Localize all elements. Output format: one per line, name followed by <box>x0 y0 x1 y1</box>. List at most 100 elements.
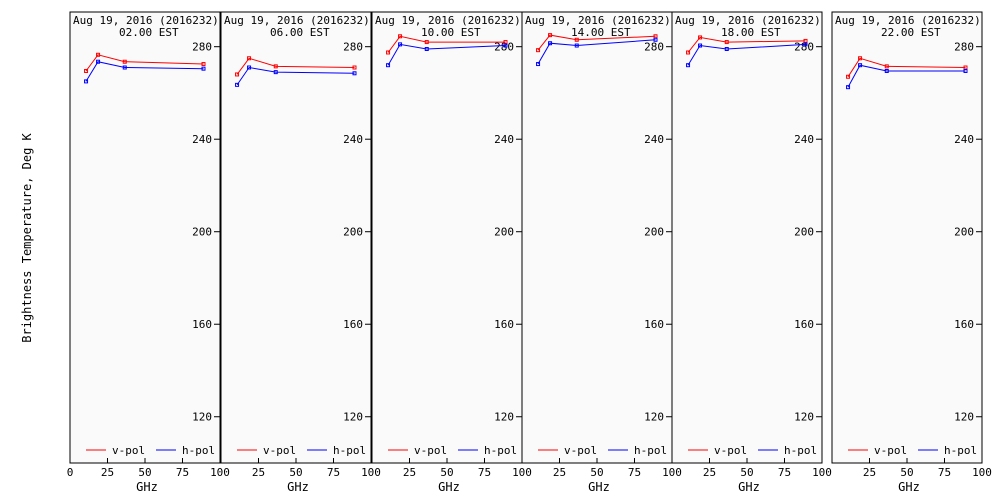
panel-1-v-pol-point-4 <box>201 62 206 67</box>
panel-2-h-pol-point-4 <box>352 71 357 76</box>
panel-2-v-pol-point-3 <box>273 64 278 69</box>
panel-4-legend-v-pol-label: v-pol <box>564 444 597 457</box>
panel-6-ytick-label-200: 200 <box>954 226 974 239</box>
panel-4-title: Aug 19, 2016 (2016232) <box>525 14 671 27</box>
panel-6-x-axis-label: GHz <box>898 480 920 494</box>
panel-1-xtick-label-100: 100 <box>210 466 230 479</box>
panel-2-ytick-label-280: 280 <box>343 41 363 54</box>
panel-4-h-pol-point-2 <box>548 41 553 46</box>
panel-1-xtick-label-25: 25 <box>101 466 114 479</box>
panel-1-v-pol-point-2 <box>96 52 101 57</box>
panel-3-xtick-label-25: 25 <box>403 466 416 479</box>
panel-2-h-pol-point-2 <box>247 65 252 70</box>
panel-1-title: Aug 19, 2016 (2016232) <box>73 14 219 27</box>
panel-5-h-pol-point-3 <box>724 47 729 52</box>
panel-4-ytick-label-120: 120 <box>644 411 664 424</box>
panel-2-v-pol-point-2 <box>247 56 252 61</box>
panel-2-v-pol-point-4 <box>352 65 357 70</box>
panel-3-ytick-label-120: 120 <box>494 411 514 424</box>
panel-3-h-pol-point-4 <box>503 43 508 48</box>
panel-1-h-pol-point-3 <box>122 65 127 70</box>
panel-6-legend-h-pol-label: h-pol <box>944 444 977 457</box>
panel-6-subtitle: 22.00 EST <box>881 26 941 39</box>
panel-2-ytick-label-160: 160 <box>343 318 363 331</box>
panel-4-ytick-label-280: 280 <box>644 41 664 54</box>
panel-1-v-pol-point-1 <box>84 68 89 73</box>
panel-6-v-pol-line <box>847 57 966 78</box>
panel-1-x-axis-label: GHz <box>136 480 158 494</box>
panel-4-xtick-label-100: 100 <box>662 466 682 479</box>
panel-3-legend-v-pol-label: v-pol <box>414 444 447 457</box>
panel-4-subtitle: 14.00 EST <box>571 26 631 39</box>
panel-3-v-pol-line <box>387 35 506 53</box>
panel-2-legend-v-pol-label: v-pol <box>263 444 296 457</box>
panel-1-h-pol-point-4 <box>201 66 206 71</box>
panel-6-h-pol-line <box>847 64 966 88</box>
panel-2-xtick-label-50: 50 <box>289 466 302 479</box>
panel-6-legend-v-pol-label: v-pol <box>874 444 907 457</box>
panel-4-ytick-label-160: 160 <box>644 318 664 331</box>
panel-5-subtitle: 18.00 EST <box>721 26 781 39</box>
panel-5-h-pol-point-4 <box>803 42 808 47</box>
panel-5-v-pol-point-3 <box>724 40 729 45</box>
panel-5-v-pol-point-2 <box>698 35 703 40</box>
panel-5-x-axis-label: GHz <box>738 480 760 494</box>
panel-4-xtick-label-50: 50 <box>590 466 603 479</box>
panel-3-v-pol-point-3 <box>424 40 429 45</box>
panel-5-v-pol-point-1 <box>686 50 691 55</box>
panel-4-h-pol-point-1 <box>536 62 541 67</box>
panel-4-ytick-label-240: 240 <box>644 133 664 146</box>
panel-1-xtick-label-75: 75 <box>176 466 189 479</box>
panel-6-v-pol-point-3 <box>884 64 889 69</box>
panel-5-title: Aug 19, 2016 (2016232) <box>675 14 821 27</box>
panel-5-xtick-label-100: 100 <box>812 466 832 479</box>
panel-5-h-pol-point-1 <box>686 63 691 68</box>
panel-2-h-pol-point-1 <box>235 82 240 87</box>
panel-4-v-pol-point-3 <box>574 37 579 42</box>
panel-2-ytick-label-120: 120 <box>343 411 363 424</box>
panel-6-h-pol-point-4 <box>963 68 968 73</box>
panel-4-x-axis-label: GHz <box>588 480 610 494</box>
panel-1-h-pol-line <box>85 61 204 82</box>
panel-1-h-pol-point-2 <box>96 59 101 64</box>
panel-5-h-pol-line <box>687 43 806 66</box>
panel-2-v-pol-line <box>236 57 355 75</box>
panel-6-ytick-label-280: 280 <box>954 41 974 54</box>
panel-6-xtick-label-50: 50 <box>900 466 913 479</box>
panel-3-v-pol-point-2 <box>398 34 403 39</box>
panel-1-xtick-label-0: 0 <box>67 466 74 479</box>
panel-2-subtitle: 06.00 EST <box>270 26 330 39</box>
panel-5-ytick-label-240: 240 <box>794 133 814 146</box>
panel-1-h-pol-point-1 <box>84 79 89 84</box>
panel-6-v-pol-point-2 <box>858 56 863 61</box>
panel-6-h-pol-point-1 <box>846 85 851 90</box>
panel-1-subtitle: 02.00 EST <box>119 26 179 39</box>
panel-1-legend-h-pol-label: h-pol <box>182 444 215 457</box>
panel-3-ytick-label-240: 240 <box>494 133 514 146</box>
panel-2-h-pol-line <box>236 66 355 86</box>
panel-2-h-pol-point-3 <box>273 70 278 75</box>
panel-6-frame <box>831 11 983 464</box>
panel-4-v-pol-point-2 <box>548 33 553 38</box>
panel-2-ytick-label-200: 200 <box>343 226 363 239</box>
panel-3-xtick-label-50: 50 <box>440 466 453 479</box>
panel-4-xtick-label-75: 75 <box>628 466 641 479</box>
panel-2-legend-h-pol-label: h-pol <box>333 444 366 457</box>
panel-3-ytick-label-160: 160 <box>494 318 514 331</box>
panel-4-ytick-label-200: 200 <box>644 226 664 239</box>
panel-6-xtick-label-25: 25 <box>863 466 876 479</box>
panel-5-h-pol-point-2 <box>698 43 703 48</box>
panel-2-xtick-label-25: 25 <box>252 466 265 479</box>
panel-3-h-pol-point-3 <box>424 47 429 52</box>
panel-5-ytick-label-120: 120 <box>794 411 814 424</box>
panel-1-legend-v-pol-label: v-pol <box>112 444 145 457</box>
panel-5-legend-h-pol-label: h-pol <box>784 444 817 457</box>
panel-5-xtick-label-50: 50 <box>740 466 753 479</box>
panel-2-frame <box>220 11 372 464</box>
panel-5-frame <box>671 11 823 464</box>
panel-4-v-pol-line <box>537 34 656 51</box>
y-axis-label: Brightness Temperature, Deg K <box>20 132 34 342</box>
panel-3-x-axis-label: GHz <box>438 480 460 494</box>
panel-5-ytick-label-160: 160 <box>794 318 814 331</box>
